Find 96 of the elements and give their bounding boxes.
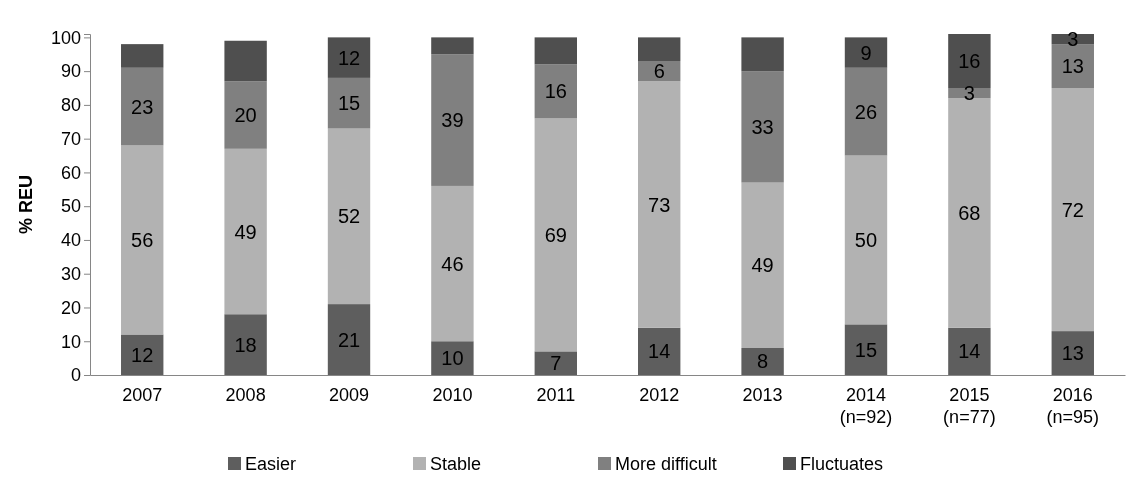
data-label: 13 [1061,55,1084,78]
bar [327,128,371,305]
bar [1051,331,1094,375]
bar [121,334,164,375]
x-tick-label: 2015 (n=77) [943,385,996,427]
data-label: 33 [751,115,774,138]
y-tick-label: 100 [50,27,81,48]
bar [534,351,577,375]
bar [534,64,577,119]
bar [121,67,164,146]
bar [741,71,784,183]
data-label: 15 [337,92,361,115]
bar [224,148,267,315]
data-label: 16 [958,50,981,73]
y-tick-label: 20 [60,297,81,318]
data-label: 68 [958,201,981,224]
bar [431,54,474,186]
bar [327,37,371,78]
data-label: 39 [441,109,464,132]
bar [638,327,681,375]
legend-label: Stable [430,454,482,474]
y-tick-label: 50 [60,196,81,217]
data-label: 23 [131,95,154,118]
data-label: 52 [337,205,361,228]
bar [534,37,577,65]
data-label: 46 [441,252,464,275]
y-tick-label: 10 [60,331,81,352]
data-label: 3 [963,82,975,105]
bar [948,98,991,328]
data-label: 16 [544,80,567,103]
data-label: 13 [1061,342,1084,365]
bar [844,37,888,68]
y-axis-title: % REU [16,174,36,235]
legend-label: More difficult [615,454,717,474]
data-label: 26 [854,100,878,123]
data-label: 20 [234,104,257,127]
data-label: 49 [751,254,774,277]
bar [638,37,681,62]
bar [741,347,784,375]
data-label: 49 [234,220,257,243]
bar [121,44,164,68]
data-label: 12 [337,46,361,69]
x-tick-label: 2016 (n=95) [1046,385,1100,427]
x-tick-label: 2013 [742,385,783,405]
data-label: 6 [653,60,665,83]
bar [844,324,888,375]
bar [638,81,681,328]
x-tick-label: 2014 (n=92) [839,385,893,427]
bar [431,185,474,342]
data-label: 69 [544,223,567,246]
data-label: 7 [550,352,562,375]
bar [327,304,371,375]
y-tick-label: 40 [60,230,81,251]
x-tick-label: 2007 [122,385,163,405]
bar [327,77,371,129]
x-tick-label: 2010 [432,385,473,405]
data-label: 21 [337,328,361,351]
data-label: 3 [1067,28,1079,51]
legend-label: Fluctuates [800,454,884,474]
y-tick-label: 90 [60,61,81,82]
data-label: 8 [757,350,769,373]
data-label: 12 [131,343,154,366]
y-tick-label: 0 [70,365,81,386]
data-label: 14 [648,340,671,363]
bar [741,182,784,348]
data-label: 73 [648,193,671,216]
y-tick-label: 60 [60,162,81,183]
x-tick-label: 2011 [536,385,576,405]
bar [224,81,267,149]
x-tick-label: 2009 [328,385,370,405]
bar [431,37,474,55]
y-tick-label: 30 [60,263,81,284]
data-label: 15 [854,338,878,361]
bar [1051,88,1094,332]
bar [741,37,784,72]
data-label: 9 [860,41,872,64]
legend-label: Easier [245,454,297,474]
data-label: 56 [131,228,154,251]
data-label: 72 [1061,198,1084,221]
x-tick-label: 2012 [639,385,680,405]
bar [534,118,577,352]
data-label: 10 [441,347,464,370]
bar [431,341,474,375]
y-tick-label: 70 [60,128,81,149]
bar [844,67,888,156]
bar [948,327,991,375]
data-label: 50 [854,228,878,251]
y-tick-label: 80 [60,95,81,116]
x-tick-label: 2008 [225,385,266,405]
bar [844,155,888,325]
bar [1051,44,1094,89]
bar [224,40,267,82]
bar [224,314,267,375]
data-label: 14 [958,340,981,363]
data-label: 18 [234,333,257,356]
bar [121,145,164,335]
